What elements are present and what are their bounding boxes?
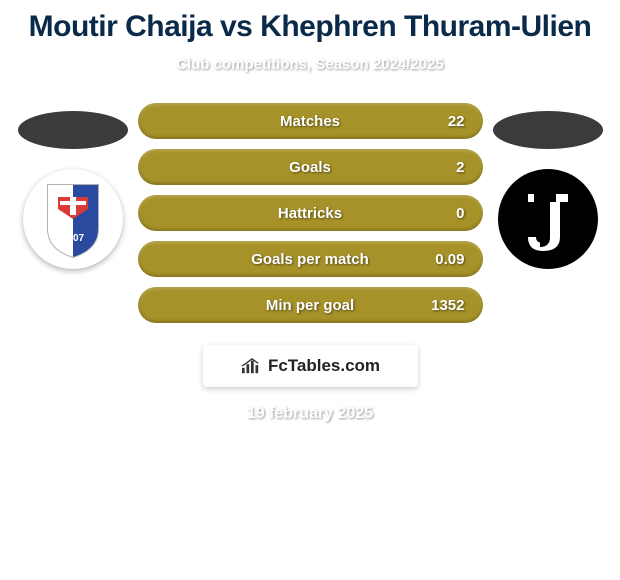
stat-right-value: 0.09 bbox=[415, 251, 465, 268]
stat-label: Goals per match bbox=[206, 251, 415, 268]
stat-right-value: 2 bbox=[415, 159, 465, 176]
stat-bar-hattricks: Hattricks 0 bbox=[138, 195, 483, 231]
stat-label: Hattricks bbox=[206, 205, 415, 222]
right-oval-shadow bbox=[493, 111, 603, 149]
stat-right-value: 1352 bbox=[415, 297, 465, 314]
left-team-column: 1907 bbox=[8, 103, 138, 269]
footer-date: 19 february 2025 bbox=[247, 405, 373, 423]
stat-right-value: 0 bbox=[415, 205, 465, 222]
stat-bar-mpg: Min per goal 1352 bbox=[138, 287, 483, 323]
comparison-row: 1907 Matches 22 Goals 2 Hattricks 0 bbox=[0, 103, 620, 323]
stat-bar-goals: Goals 2 bbox=[138, 149, 483, 185]
right-team-column bbox=[483, 103, 613, 269]
juventus-logo-icon bbox=[498, 169, 598, 269]
stat-label: Goals bbox=[206, 159, 415, 176]
stat-right-value: 22 bbox=[415, 113, 465, 130]
svg-text:1907: 1907 bbox=[61, 233, 84, 244]
bar-chart-icon bbox=[240, 357, 262, 375]
como-shield-icon: 1907 bbox=[38, 179, 108, 259]
left-oval-shadow bbox=[18, 111, 128, 149]
stat-bar-gpm: Goals per match 0.09 bbox=[138, 241, 483, 277]
left-team-logo: 1907 bbox=[23, 169, 123, 269]
page-title: Moutir Chaija vs Khephren Thuram-Ulien bbox=[29, 10, 592, 44]
stats-column: Matches 22 Goals 2 Hattricks 0 Goals per… bbox=[138, 103, 483, 323]
stat-bar-matches: Matches 22 bbox=[138, 103, 483, 139]
right-team-logo bbox=[498, 169, 598, 269]
infographic-container: Moutir Chaija vs Khephren Thuram-Ulien C… bbox=[0, 0, 620, 423]
subtitle: Club competitions, Season 2024/2025 bbox=[176, 56, 444, 73]
brand-text: FcTables.com bbox=[268, 356, 380, 376]
stat-label: Min per goal bbox=[206, 297, 415, 314]
stat-label: Matches bbox=[206, 113, 415, 130]
brand-box: FcTables.com bbox=[203, 345, 418, 387]
